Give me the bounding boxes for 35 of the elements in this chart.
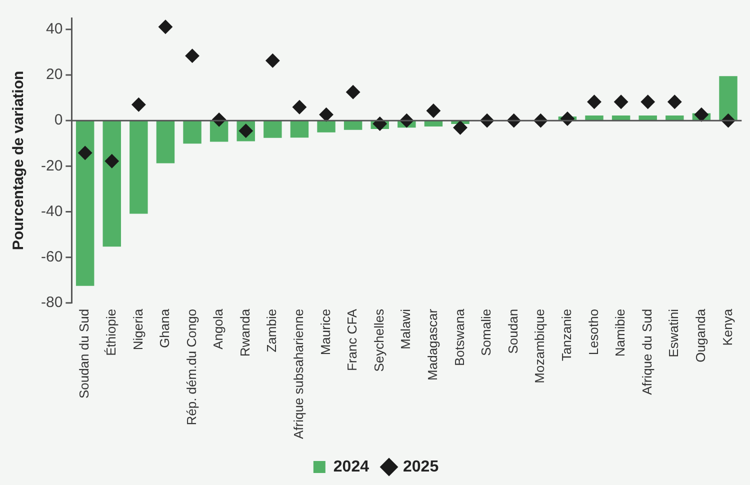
x-tick-label: Maurice (318, 308, 333, 356)
x-tick-label: Malawi (398, 308, 414, 350)
y-tick-label: -60 (40, 248, 63, 266)
x-tick-label: Soudan du Sud (76, 308, 92, 399)
y-tick-label: 0 (54, 112, 63, 129)
x-tick-label: Botswana (452, 308, 467, 366)
x-tick-label: Seychelles (371, 308, 386, 372)
x-tick-label: Kenya (720, 308, 735, 346)
x-tick-label: Franc CFA (344, 308, 360, 372)
x-tick-label: Somalie (478, 308, 494, 356)
legend-label: 2024 (333, 458, 370, 476)
y-tick-label: 20 (46, 66, 63, 84)
x-tick-label: Zambie (264, 308, 280, 352)
y-tick-label: 40 (46, 20, 63, 38)
legend-label: 2025 (403, 458, 439, 476)
x-tick-label: Afrique du Sud (639, 308, 654, 395)
y-axis-title: Pourcentage de variation (10, 70, 28, 250)
x-tick-label: Nigeria (130, 308, 146, 350)
x-tick-label: Eswatini (666, 308, 682, 358)
x-tick-label: Lesotho (586, 308, 601, 356)
y-tick-label: -20 (40, 157, 63, 174)
x-tick-label: Soudan (505, 308, 520, 354)
y-tick-label: -40 (40, 202, 63, 220)
x-tick-label: Afrique subsaharienne (291, 308, 306, 440)
x-tick-label: Éthiopie (103, 308, 118, 356)
x-tick-label: Angola (210, 308, 226, 350)
y-tick-label: -80 (40, 294, 63, 312)
x-tick-label: Ghana (157, 308, 172, 348)
x-tick-label: Ouganda (693, 308, 708, 362)
x-tick-label: Tanzanie (559, 308, 574, 361)
x-tick-label: Mozambique (532, 308, 548, 384)
x-tick-label: Namibie (612, 308, 628, 357)
x-tick-label: Rwanda (237, 308, 252, 357)
x-tick-label: Madagascar (425, 308, 440, 380)
x-tick-label: Rép. dém.du Congo (184, 308, 199, 426)
